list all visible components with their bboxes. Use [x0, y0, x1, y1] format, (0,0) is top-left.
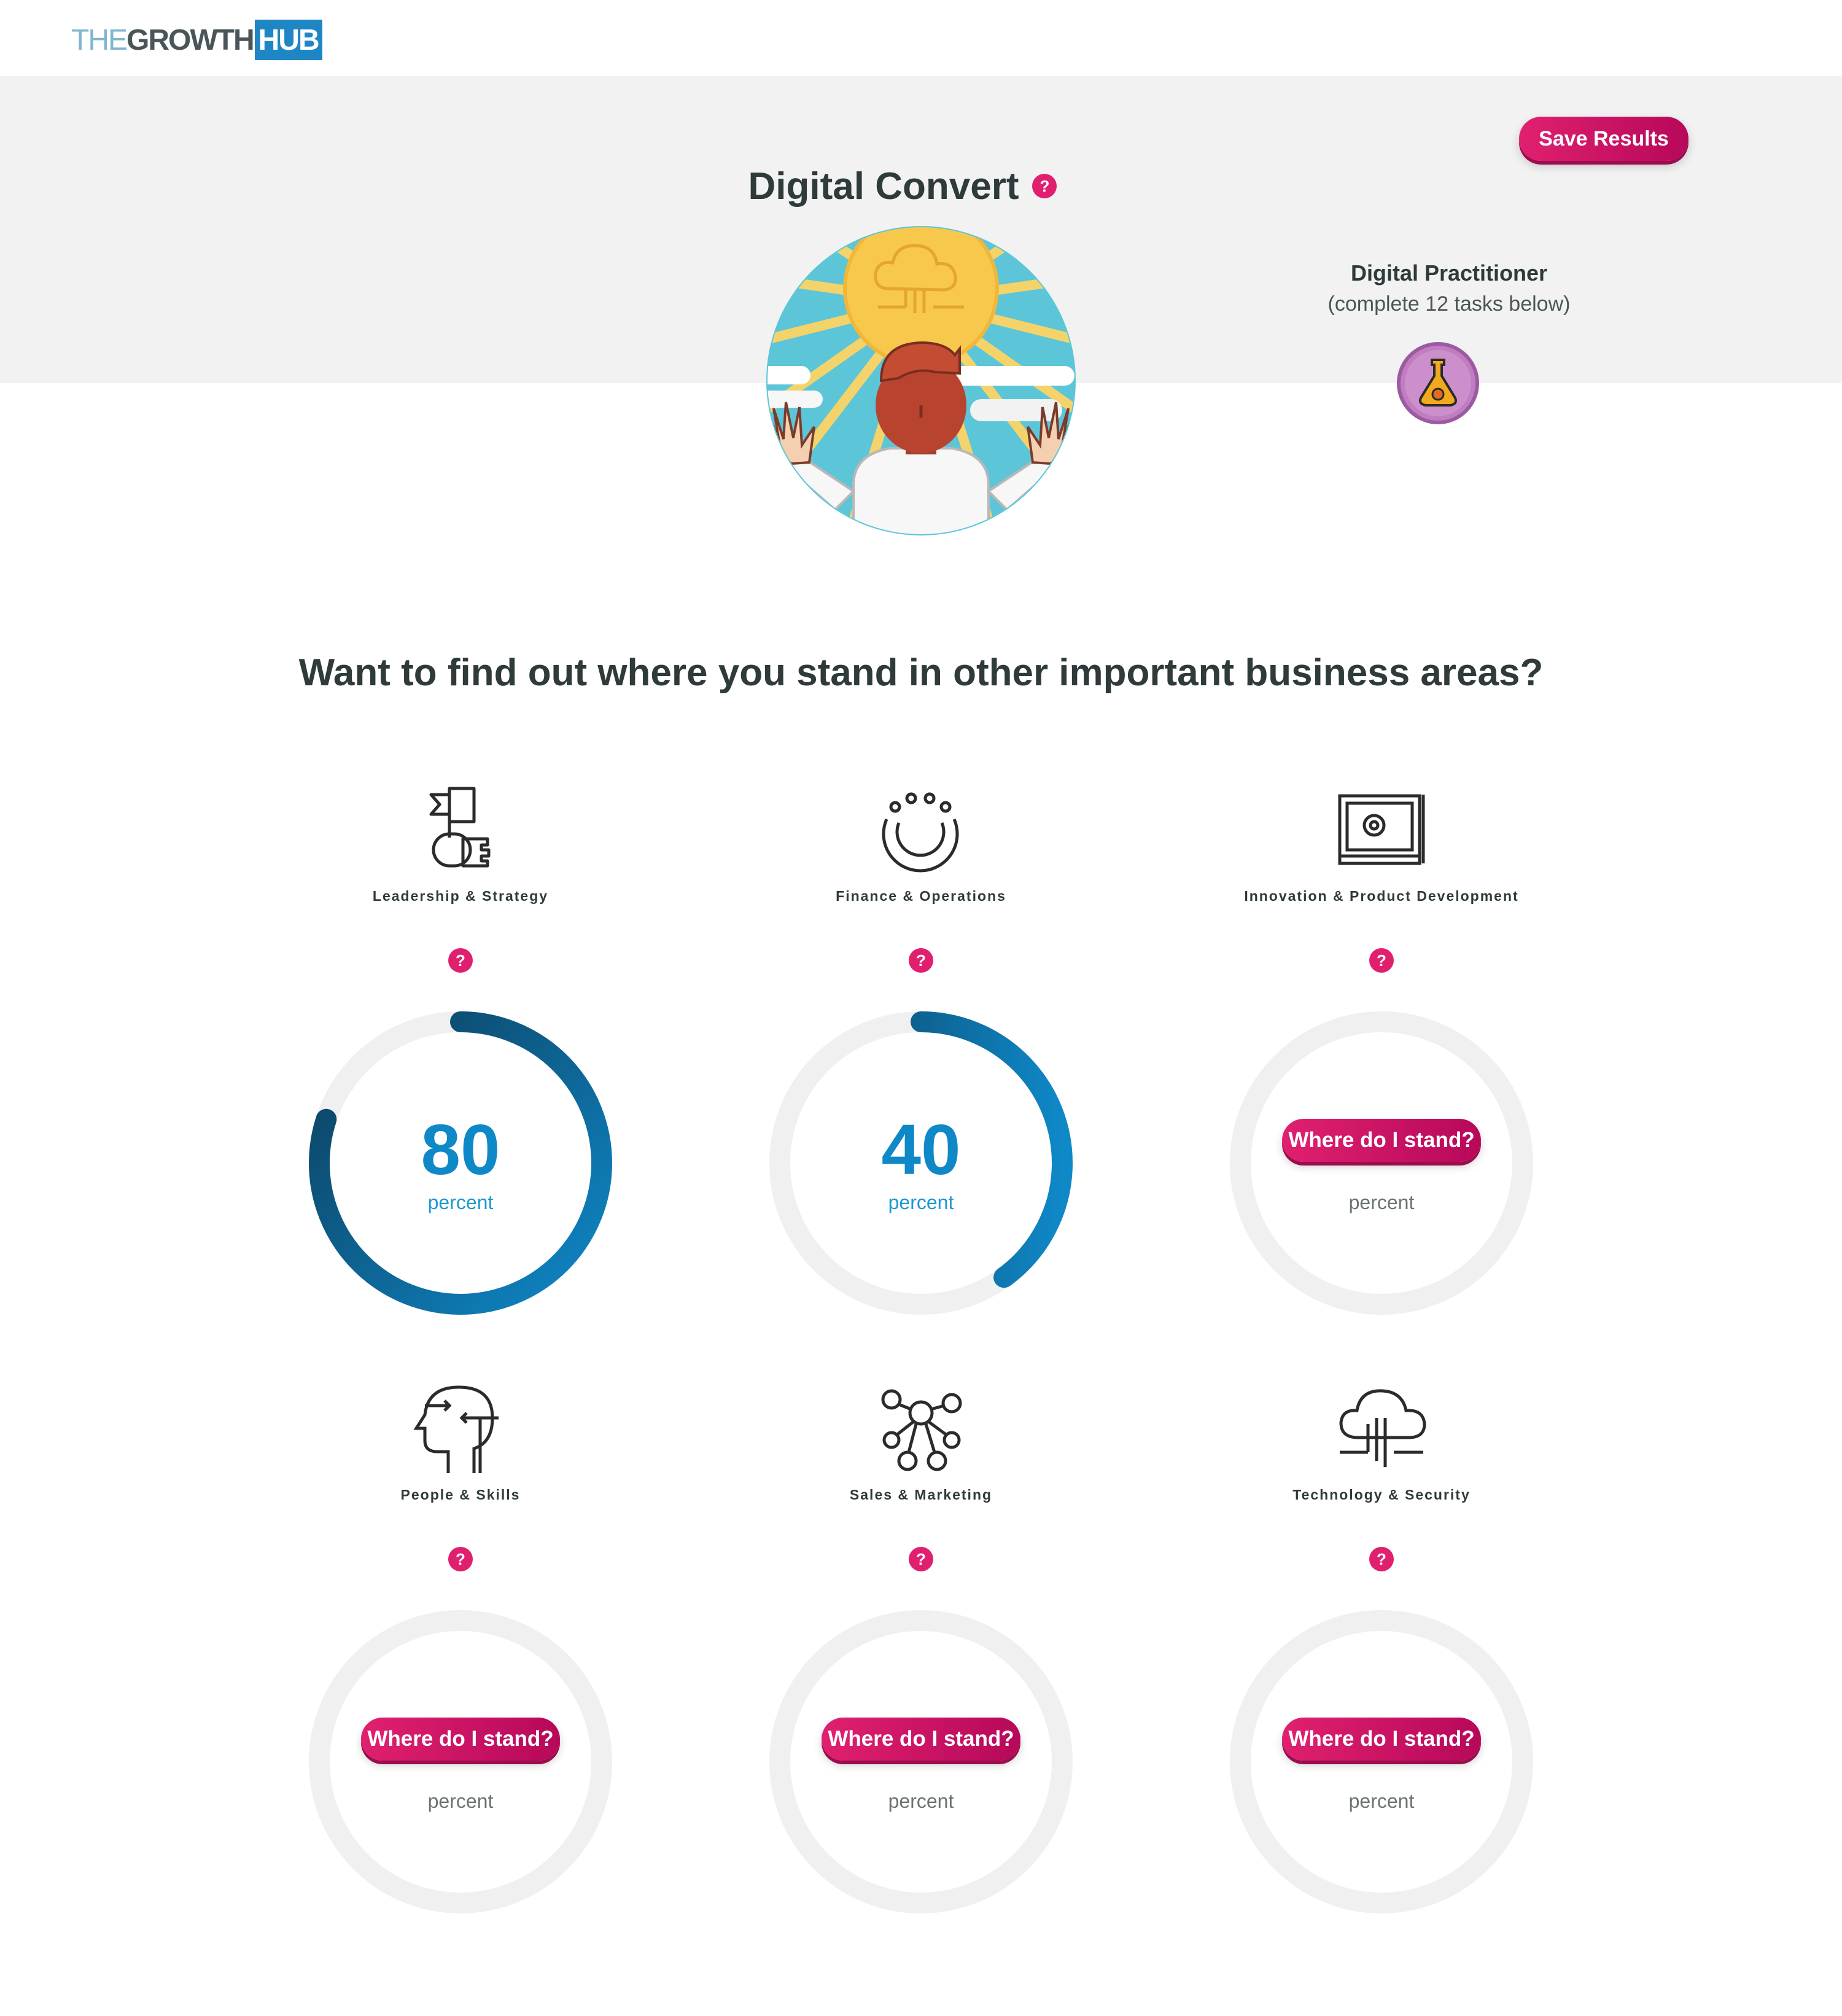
- help-icon[interactable]: ?: [448, 1547, 473, 1571]
- save-results-button[interactable]: Save Results: [1519, 117, 1688, 161]
- blueprint-gear-icon: [1338, 794, 1425, 865]
- progress-ring: Where do I stand? percent: [768, 1608, 1074, 1915]
- help-icon[interactable]: ?: [1032, 174, 1057, 198]
- area-card-leadership-strategy: Leadership & Strategy ? 80 percent: [270, 782, 651, 1323]
- score-unit: percent: [888, 1790, 954, 1812]
- progress-ring: 40 percent: [768, 1010, 1074, 1317]
- where-do-i-stand-button[interactable]: Where do I stand?: [1282, 1119, 1481, 1162]
- growth-hub-logo[interactable]: THE GROWTH HUB: [71, 20, 322, 60]
- area-label: Sales & Marketing: [849, 1487, 993, 1503]
- help-icon[interactable]: ?: [909, 1547, 933, 1571]
- score-value: 80: [421, 1110, 500, 1189]
- progress-ring: Where do I stand? percent: [1228, 1010, 1535, 1317]
- finance-cycle-icon: [882, 792, 959, 873]
- section-title: Want to find out where you stand in othe…: [298, 652, 1544, 694]
- digital-convert-badge-icon: [766, 226, 1076, 535]
- network-nodes-icon: [881, 1389, 962, 1471]
- where-do-i-stand-button[interactable]: Where do I stand?: [822, 1718, 1020, 1761]
- help-icon[interactable]: ?: [909, 948, 933, 973]
- next-level-requirement: (complete 12 tasks below): [1327, 292, 1571, 316]
- score-unit: percent: [1348, 1790, 1415, 1812]
- next-level-name: Digital Practitioner: [1350, 260, 1548, 286]
- help-icon[interactable]: ?: [1369, 1547, 1394, 1571]
- progress-ring: Where do I stand? percent: [307, 1608, 614, 1915]
- logo-growth: GROWTH: [126, 24, 255, 56]
- progress-arc: [309, 1011, 612, 1315]
- area-card-sales-marketing: Sales & Marketing ? Where do I stand? pe…: [731, 1381, 1111, 1921]
- area-label: People & Skills: [400, 1487, 521, 1503]
- progress-ring: Where do I stand? percent: [1228, 1608, 1535, 1915]
- area-label: Leadership & Strategy: [372, 888, 549, 904]
- score-unit: percent: [888, 1191, 954, 1213]
- score-unit: percent: [427, 1191, 494, 1213]
- flag-handshake-icon: [429, 787, 491, 868]
- digital-practitioner-badge-icon[interactable]: [1396, 341, 1480, 425]
- area-card-people-skills: People & Skills ? Where do I stand? perc…: [270, 1381, 651, 1921]
- area-label: Technology & Security: [1292, 1487, 1471, 1503]
- where-do-i-stand-button[interactable]: Where do I stand?: [361, 1718, 560, 1761]
- logo-hub: HUB: [254, 20, 322, 60]
- area-card-finance-operations: Finance & Operations ? 40 percent: [731, 782, 1111, 1323]
- area-card-technology-security: Technology & Security ? Where do I stand…: [1191, 1381, 1572, 1921]
- where-do-i-stand-button[interactable]: Where do I stand?: [1282, 1718, 1481, 1761]
- score-unit: percent: [427, 1790, 494, 1812]
- area-card-innovation-product: Innovation & Product Development ? Where…: [1191, 782, 1572, 1323]
- area-label: Innovation & Product Development: [1244, 888, 1519, 904]
- head-arrows-icon: [413, 1385, 499, 1473]
- logo-the: THE: [71, 24, 128, 56]
- top-bar: THE GROWTH HUB: [0, 0, 1842, 76]
- page-title: Digital Convert: [748, 165, 1019, 208]
- area-label: Finance & Operations: [836, 888, 1006, 904]
- next-level-info: Digital Practitioner (complete 12 tasks …: [1289, 260, 1609, 316]
- hero-title: Digital Convert ?: [725, 158, 1081, 214]
- score-value: 40: [881, 1110, 961, 1189]
- progress-arc: [769, 1011, 1073, 1315]
- cloud-circuit-icon: [1339, 1389, 1426, 1467]
- help-icon[interactable]: ?: [448, 948, 473, 973]
- progress-ring: 80 percent: [307, 1010, 614, 1317]
- help-icon[interactable]: ?: [1369, 948, 1394, 973]
- score-unit: percent: [1348, 1191, 1415, 1213]
